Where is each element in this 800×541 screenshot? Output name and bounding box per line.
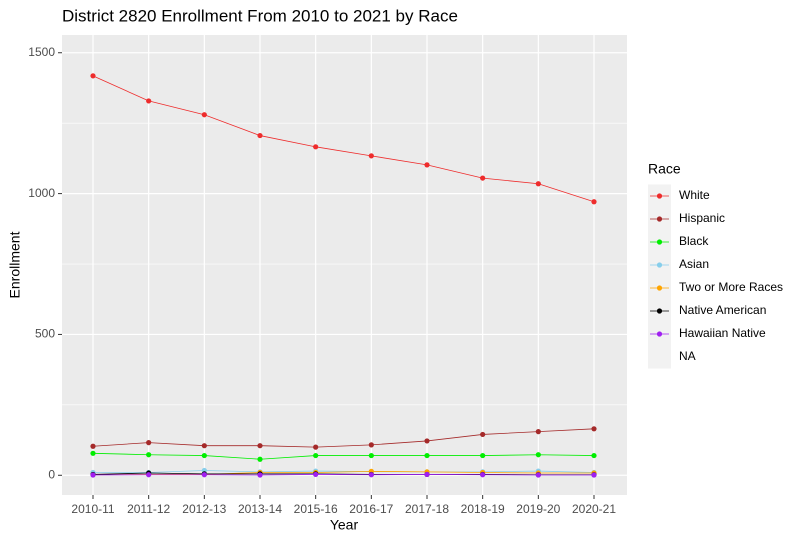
legend-label: White xyxy=(679,188,710,202)
series-line xyxy=(92,75,595,203)
x-tick-label: 2012-13 xyxy=(182,502,226,516)
legend-point xyxy=(656,308,663,314)
point xyxy=(424,162,430,168)
point xyxy=(535,181,541,187)
y-tick-label: 500 xyxy=(35,327,55,341)
legend-point xyxy=(656,331,663,337)
x-tick-label: 2020-21 xyxy=(572,502,616,516)
series-line xyxy=(93,470,595,473)
point xyxy=(201,112,207,118)
point xyxy=(313,444,319,450)
y-tick-label: 1500 xyxy=(28,45,55,59)
x-tick-label: 2019-20 xyxy=(516,502,560,516)
point xyxy=(591,199,597,205)
point xyxy=(480,452,486,459)
point xyxy=(313,144,319,150)
point xyxy=(424,471,430,478)
legend-point xyxy=(656,285,663,291)
point xyxy=(591,472,597,478)
point xyxy=(480,431,486,438)
point xyxy=(313,452,319,459)
y-tick-label: 0 xyxy=(48,467,55,481)
point xyxy=(480,472,486,478)
point xyxy=(257,132,263,139)
legend-point xyxy=(656,216,663,222)
point xyxy=(368,472,374,478)
series-line xyxy=(92,474,594,476)
chart-title: District 2820 Enrollment From 2010 to 20… xyxy=(62,6,458,25)
x-tick-label: 2015-16 xyxy=(294,502,338,516)
legend-title: Race xyxy=(648,161,681,177)
point xyxy=(535,472,541,478)
y-tick-label: 1000 xyxy=(28,186,55,200)
point xyxy=(368,452,374,459)
x-tick-label: 2018-19 xyxy=(461,502,505,516)
legend-label: Asian xyxy=(679,257,709,271)
point xyxy=(90,472,96,478)
point xyxy=(146,98,152,104)
point xyxy=(90,73,96,79)
series-line xyxy=(92,428,595,448)
point xyxy=(424,438,430,444)
point xyxy=(90,443,96,449)
legend-label: NA xyxy=(679,349,696,363)
point xyxy=(257,472,263,478)
x-tick-label: 2010-11 xyxy=(71,502,114,516)
legend-point xyxy=(656,193,663,199)
legend-label: Native American xyxy=(679,303,766,317)
x-tick-label: 2013-14 xyxy=(238,502,282,516)
point xyxy=(257,456,263,462)
point xyxy=(146,452,152,458)
point xyxy=(591,452,597,459)
legend-key xyxy=(648,345,671,369)
point xyxy=(201,452,207,459)
point xyxy=(368,153,374,159)
panel xyxy=(62,35,627,495)
point xyxy=(368,442,374,448)
series-line xyxy=(92,452,595,460)
point xyxy=(313,471,319,478)
point xyxy=(535,429,541,435)
legend-point xyxy=(656,262,663,268)
legend-label: Hispanic xyxy=(679,211,725,225)
y-axis-label: Enrollment xyxy=(7,231,23,298)
point xyxy=(424,452,430,459)
legend-label: Hawaiian Native xyxy=(679,326,766,340)
x-tick-label: 2016-17 xyxy=(349,502,393,516)
point xyxy=(201,443,207,449)
point xyxy=(480,175,486,181)
x-tick-label: 2017-18 xyxy=(405,502,449,516)
legend-label: Black xyxy=(679,234,709,248)
point xyxy=(90,450,96,456)
point xyxy=(146,440,152,446)
point xyxy=(535,452,541,458)
point xyxy=(146,472,152,478)
point xyxy=(591,426,597,432)
point xyxy=(257,443,263,449)
x-axis-label: Year xyxy=(330,517,359,533)
point xyxy=(201,472,207,478)
legend-label: Two or More Races xyxy=(679,280,783,294)
legend-point xyxy=(656,239,663,245)
x-tick-label: 2011-12 xyxy=(127,502,170,516)
